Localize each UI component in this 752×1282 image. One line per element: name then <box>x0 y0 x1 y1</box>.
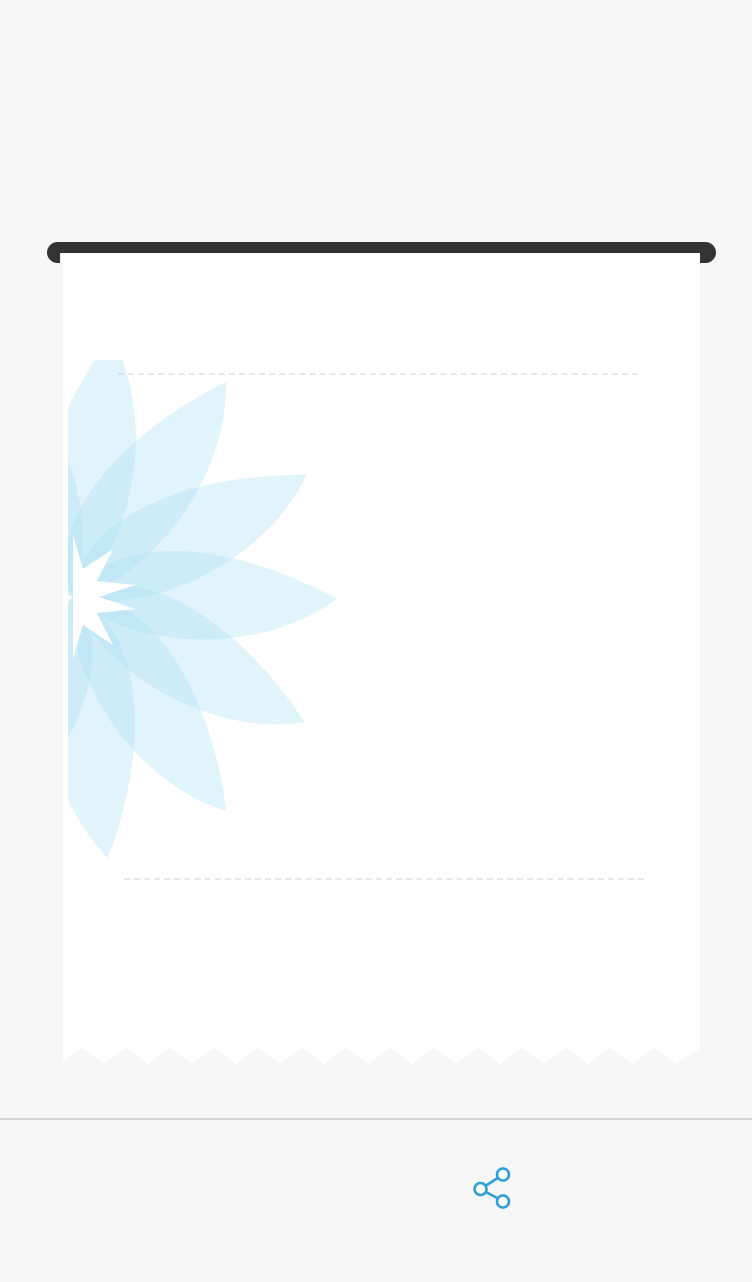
share-icon <box>473 1167 511 1209</box>
receipt-paper <box>60 253 700 1065</box>
receipt-torn-edge <box>60 1048 700 1068</box>
flower-logo-icon <box>68 360 468 860</box>
receipt-divider-bottom <box>124 878 644 880</box>
bottom-toolbar <box>0 1118 752 1282</box>
share-button[interactable] <box>462 1158 518 1214</box>
receipt-divider-top <box>118 373 638 375</box>
receipt-edge-shadow <box>60 253 64 1065</box>
